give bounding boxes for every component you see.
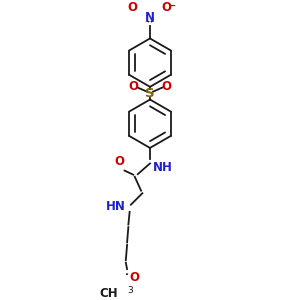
Text: O: O xyxy=(114,155,124,168)
Text: O: O xyxy=(128,80,138,93)
Text: 3: 3 xyxy=(127,286,133,295)
Text: O: O xyxy=(162,80,172,93)
Text: −: − xyxy=(168,1,176,11)
Text: NH: NH xyxy=(153,161,173,174)
Text: O: O xyxy=(127,1,137,14)
Text: S: S xyxy=(145,87,155,100)
Text: O: O xyxy=(161,1,171,14)
Text: HN: HN xyxy=(106,200,126,213)
Text: O: O xyxy=(129,272,139,284)
Text: CH: CH xyxy=(100,287,118,300)
Text: N: N xyxy=(145,11,155,24)
